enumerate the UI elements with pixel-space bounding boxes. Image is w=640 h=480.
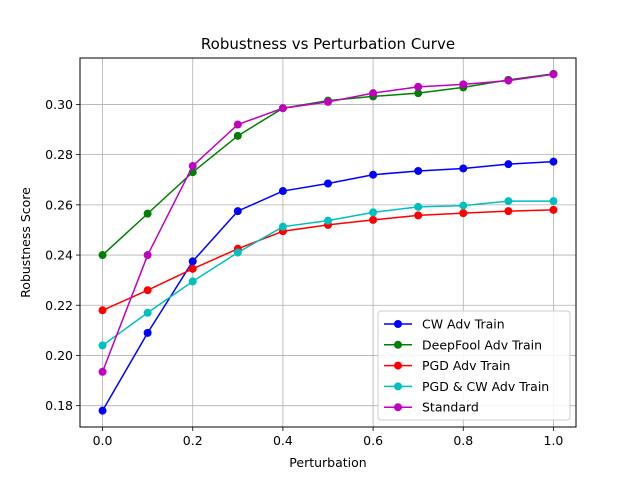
x-tick-label: 0.2 [183, 433, 203, 448]
series-pgd-cw-adv-train [98, 197, 558, 350]
data-point [143, 328, 152, 337]
legend-marker [394, 403, 402, 412]
data-point [414, 89, 423, 98]
legend-label: PGD Adv Train [422, 358, 510, 373]
data-point [504, 160, 513, 169]
x-tick-label: 0.4 [273, 433, 293, 448]
data-point [143, 209, 152, 218]
data-point [143, 251, 152, 260]
series-cw-adv-train [98, 157, 558, 415]
data-point [233, 248, 242, 257]
data-point [369, 89, 378, 98]
legend-item: PGD Adv Train [384, 358, 510, 373]
axis-ticks: 0.0 0.2 0.4 0.6 0.8 1.0 0.18 0.20 0.22 0.24 0.26 0.… [45, 97, 563, 448]
data-point [549, 205, 558, 214]
data-point [414, 211, 423, 220]
data-point [143, 308, 152, 317]
legend-label: DeepFool Adv Train [422, 337, 542, 352]
legend-item: CW Adv Train [384, 317, 505, 332]
legend-box [377, 310, 571, 421]
data-point [504, 207, 513, 216]
data-point [98, 306, 107, 315]
data-point [459, 164, 468, 173]
data-point [324, 179, 332, 188]
data-point [98, 406, 107, 415]
data-point [278, 187, 287, 196]
x-tick-label: 0.6 [363, 433, 383, 448]
data-point [369, 215, 378, 224]
y-tick-label: 0.20 [45, 348, 73, 363]
y-tick-label: 0.30 [45, 97, 73, 112]
y-tick-label: 0.22 [45, 298, 73, 313]
legend-item: Standard [384, 400, 479, 415]
data-point [549, 197, 558, 206]
y-axis-label: Robustness Score [18, 187, 33, 298]
legend-item: DeepFool Adv Train [384, 337, 542, 352]
legend-label: CW Adv Train [422, 317, 505, 332]
legend-label: PGD & CW Adv Train [422, 379, 549, 394]
data-point [233, 131, 242, 140]
data-point [414, 202, 423, 211]
data-point [459, 80, 468, 89]
legend: CW Adv Train DeepFool Adv Train PGD Adv Tr… [377, 310, 571, 421]
x-tick-label: 0.8 [453, 433, 473, 448]
data-point [143, 286, 152, 295]
y-tick-label: 0.24 [45, 248, 73, 263]
y-tick-label: 0.18 [45, 398, 73, 413]
data-point [324, 216, 332, 225]
series-standard [98, 70, 558, 376]
data-point [188, 161, 197, 170]
data-point [98, 341, 107, 350]
y-tick-label: 0.26 [45, 197, 73, 212]
data-point [504, 76, 513, 85]
data-point [369, 170, 378, 179]
legend-marker [394, 320, 402, 328]
data-point [98, 367, 107, 376]
data-point [549, 70, 558, 79]
data-point [278, 222, 287, 231]
data-point [188, 257, 197, 266]
chart-title: Robustness vs Perturbation Curve [201, 35, 455, 53]
x-axis-label: Perturbation [289, 455, 366, 470]
data-point [549, 157, 558, 166]
data-point [233, 120, 242, 129]
plot-frame [79, 57, 577, 428]
data-point [98, 251, 107, 260]
legend-marker [394, 382, 402, 391]
legend-marker [394, 361, 402, 370]
legend-label: Standard [422, 400, 479, 415]
x-tick-label: 0.0 [93, 433, 113, 448]
data-point [459, 209, 468, 218]
data-point [188, 277, 197, 286]
data-point [459, 201, 468, 210]
data-point [233, 207, 242, 216]
legend-marker [394, 340, 402, 349]
series-layer [98, 69, 558, 415]
data-point [504, 197, 513, 206]
data-point [414, 166, 423, 175]
data-point [414, 82, 423, 91]
data-point [278, 104, 287, 113]
legend-item: PGD & CW Adv Train [384, 379, 549, 394]
x-tick-label: 1.0 [544, 433, 564, 448]
data-point [188, 264, 197, 273]
data-point [324, 97, 332, 106]
data-point [369, 208, 378, 217]
y-tick-label: 0.28 [45, 147, 73, 162]
